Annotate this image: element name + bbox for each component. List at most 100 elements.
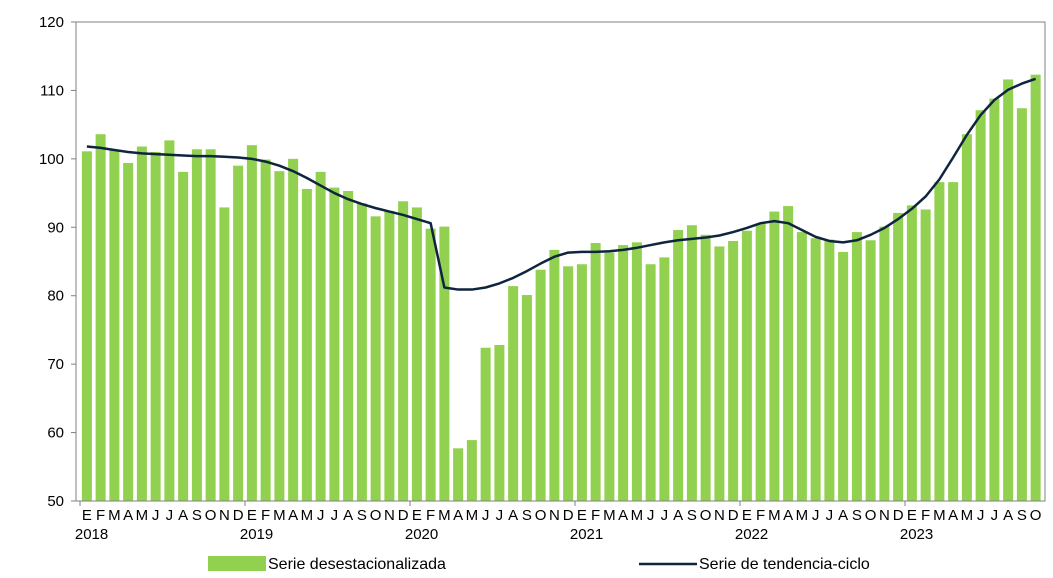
x-month-label: F: [426, 507, 435, 524]
x-month-label: M: [136, 507, 149, 524]
x-month-label: O: [370, 507, 382, 524]
legend-line-label: Serie de tendencia-ciclo: [699, 556, 870, 573]
x-month-label: J: [166, 507, 174, 524]
bar: [466, 440, 477, 501]
bar: [439, 226, 450, 501]
bar: [191, 149, 202, 501]
bar: [453, 448, 464, 501]
x-month-label: J: [482, 507, 490, 524]
x-month-label: O: [1030, 507, 1042, 524]
y-tick-label: 120: [39, 14, 64, 31]
bar: [508, 286, 519, 501]
x-month-label: J: [647, 507, 655, 524]
bar: [123, 162, 134, 501]
bar: [95, 134, 106, 501]
bar: [329, 187, 340, 501]
y-tick-label: 60: [47, 425, 64, 442]
bar: [356, 203, 367, 501]
x-month-label: M: [631, 507, 644, 524]
bar: [893, 212, 904, 502]
x-month-label: A: [508, 507, 518, 524]
bar: [260, 159, 271, 502]
x-month-label: E: [82, 507, 92, 524]
bar: [741, 230, 752, 501]
bar: [631, 242, 642, 501]
x-month-label: J: [977, 507, 985, 524]
bar: [783, 206, 794, 501]
bar: [865, 240, 876, 502]
bar: [178, 171, 189, 502]
bar: [343, 191, 354, 501]
bar: [1016, 108, 1027, 501]
bar: [384, 210, 395, 502]
x-month-label: S: [852, 507, 862, 524]
bar: [136, 146, 147, 502]
x-month-label: S: [522, 507, 532, 524]
y-axis-ticks: 50 60 70 80 90 100 110 120: [39, 14, 76, 510]
bar: [576, 264, 587, 501]
bar: [728, 240, 739, 501]
x-month-label: A: [123, 507, 133, 524]
x-month-label: E: [907, 507, 917, 524]
bar: [851, 232, 862, 501]
x-month-label: A: [178, 507, 188, 524]
bar: [1003, 79, 1014, 501]
bar: [686, 225, 697, 502]
x-month-label: M: [768, 507, 781, 524]
x-month-label: M: [933, 507, 946, 524]
x-month-label: A: [783, 507, 793, 524]
x-month-label: D: [893, 507, 904, 524]
x-month-label: O: [535, 507, 547, 524]
bar: [590, 243, 601, 501]
bar: [109, 149, 120, 501]
bar: [411, 207, 422, 501]
bar: [246, 145, 257, 502]
bar: [879, 226, 890, 501]
bar: [315, 171, 326, 502]
bar: [81, 151, 92, 501]
x-year-label: 2019: [240, 526, 273, 543]
x-month-label: M: [301, 507, 314, 524]
bar: [494, 344, 505, 501]
bar: [618, 245, 629, 501]
x-month-label: D: [728, 507, 739, 524]
y-tick-label: 90: [47, 219, 64, 236]
x-year-label: 2020: [405, 526, 438, 543]
x-month-label: F: [756, 507, 765, 524]
x-month-label: S: [687, 507, 697, 524]
x-year-label: 2023: [900, 526, 933, 543]
x-year-label: 2022: [735, 526, 768, 543]
bar: [370, 216, 381, 501]
x-month-label: N: [219, 507, 230, 524]
x-month-label: J: [661, 507, 669, 524]
x-month-label: A: [948, 507, 958, 524]
bar: [535, 269, 546, 501]
x-month-label: E: [742, 507, 752, 524]
bar: [425, 228, 436, 501]
x-month-label: A: [618, 507, 628, 524]
bar: [563, 266, 574, 501]
bar: [948, 182, 959, 501]
bar: [989, 98, 1000, 501]
x-month-label: F: [921, 507, 930, 524]
bar: [549, 249, 560, 501]
x-month-label: M: [603, 507, 616, 524]
bar: [838, 251, 849, 501]
legend: Serie desestacionalizada Serie de tenden…: [208, 556, 870, 573]
x-month-label: M: [466, 507, 479, 524]
x-month-label: N: [714, 507, 725, 524]
x-month-label: A: [453, 507, 463, 524]
x-month-label: J: [331, 507, 339, 524]
bar: [714, 246, 725, 501]
x-month-label: A: [288, 507, 298, 524]
x-month-label: S: [192, 507, 202, 524]
trend-line: [86, 77, 1037, 291]
x-month-label: N: [879, 507, 890, 524]
x-month-label: S: [1017, 507, 1027, 524]
y-tick-label: 70: [47, 356, 64, 373]
x-month-label: E: [412, 507, 422, 524]
x-month-label: M: [108, 507, 121, 524]
x-month-label: J: [152, 507, 160, 524]
x-month-label: A: [343, 507, 353, 524]
bar: [233, 165, 244, 501]
